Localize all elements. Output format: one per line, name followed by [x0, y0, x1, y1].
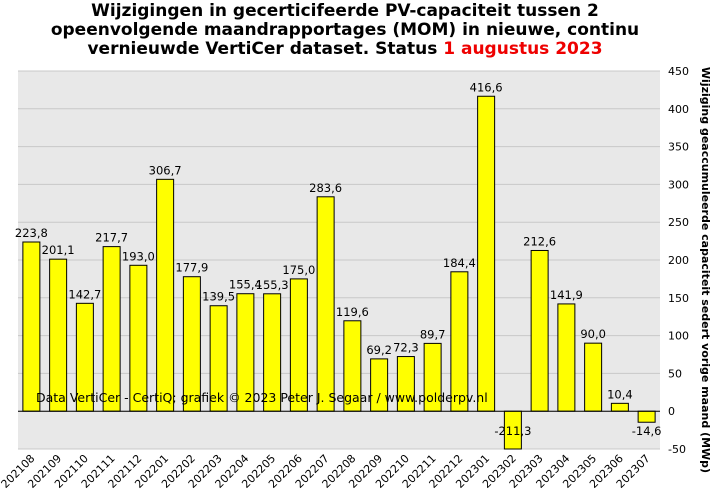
chart-title: Wijzigingen in gecerticifeerde PV-capaci… [0, 2, 690, 59]
bar [477, 95, 496, 412]
bar [156, 178, 175, 412]
y-tick-label: 300 [668, 178, 689, 191]
bar [584, 342, 603, 412]
data-label: -211,3 [494, 424, 531, 438]
data-label: 217,7 [95, 231, 128, 245]
y-tick-label: 350 [668, 141, 689, 154]
data-label: 90,0 [580, 327, 606, 341]
bar [316, 196, 335, 412]
bar [637, 410, 656, 423]
data-label: 175,0 [282, 263, 315, 277]
x-axis-ticks: 2021082021092021102021112021122022012022… [0, 452, 653, 491]
data-labels: 223,8 201,1 142,7 217,7 193,0 306,7 177,9 139,5… [15, 80, 662, 438]
bar [530, 249, 549, 412]
data-label: 416,6 [470, 80, 503, 94]
y-tick-label: 150 [668, 292, 689, 305]
y-tick-label: 450 [668, 65, 689, 78]
data-label: 193,0 [122, 249, 155, 263]
bar [102, 246, 121, 412]
y-tick-label: 200 [668, 254, 689, 267]
title-line-2: opeenvolgende maandrapportages (MOM) in … [50, 20, 640, 40]
data-label: 155,4 [229, 278, 262, 292]
y-tick-label: 50 [668, 367, 682, 380]
data-label: -14,6 [632, 424, 662, 438]
data-label: 223,8 [15, 226, 48, 240]
y-tick-label: 100 [668, 330, 689, 343]
data-label: 306,7 [149, 163, 182, 177]
bar [557, 303, 576, 412]
y-tick-label: 0 [668, 405, 675, 418]
data-label: 141,9 [550, 288, 583, 302]
y-tick-label: 400 [668, 103, 689, 116]
data-label: 283,6 [309, 181, 342, 195]
data-label: 119,6 [336, 305, 369, 319]
y-axis-label: Wijziging geaccumuleerde capaciteit sede… [699, 67, 712, 473]
data-label: 139,5 [202, 290, 235, 304]
title-line-3-prefix: vernieuwde VertiCer dataset. Status [87, 39, 444, 59]
y-axis-ticks: -50 0 50 100 150 200 250 300 350 400 450 [668, 65, 689, 456]
data-label: 155,3 [256, 278, 289, 292]
title-line-3: vernieuwde VertiCer dataset. Status 1 au… [0, 40, 690, 59]
bar [49, 258, 68, 412]
data-label: 184,4 [443, 256, 476, 270]
data-label: 201,1 [42, 243, 75, 257]
y-tick-label: -50 [668, 443, 686, 456]
bar [610, 402, 629, 412]
title-line-1: Wijzigingen in gecerticifeerde PV-capaci… [91, 1, 599, 21]
title-status-date: 1 augustus 2023 [443, 39, 603, 59]
credit-text: Data VertiCer - CertiQ; grafiek © 2023 P… [36, 390, 488, 405]
data-label: 72,3 [393, 341, 419, 355]
data-label: 177,9 [175, 261, 208, 275]
data-label: 69,2 [366, 343, 392, 357]
data-label: 89,7 [420, 327, 446, 341]
data-label: 142,7 [68, 287, 101, 301]
data-label: 10,4 [607, 387, 633, 401]
y-tick-label: 250 [668, 216, 689, 229]
bar [22, 241, 41, 412]
data-label: 212,6 [523, 234, 556, 248]
